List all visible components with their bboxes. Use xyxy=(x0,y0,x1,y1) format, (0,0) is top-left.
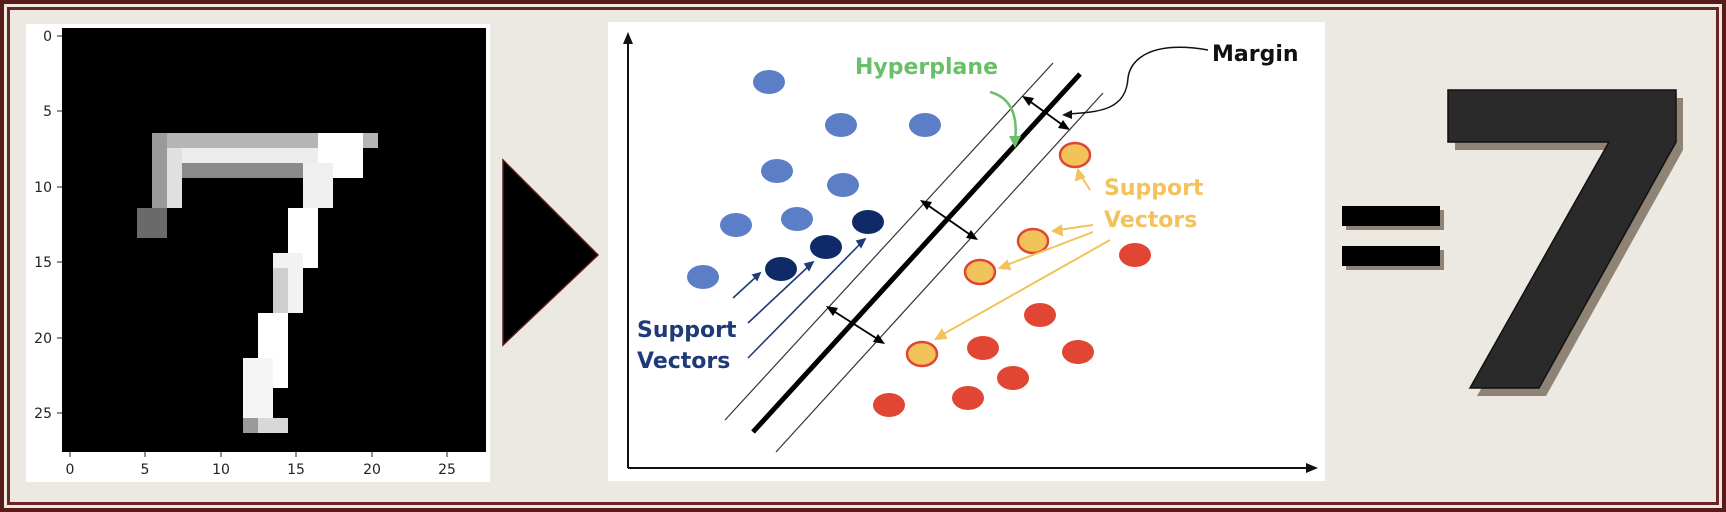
hyperplane-line xyxy=(751,72,1082,434)
left-support-pointer-arrows xyxy=(732,237,867,359)
result-digit-seven xyxy=(1447,89,1683,396)
class-a-point xyxy=(909,113,941,137)
y-tick-label: 20 xyxy=(34,331,52,347)
margin-boundary-lower xyxy=(775,92,1104,453)
class-b-point xyxy=(952,386,984,410)
class-a-support-vector xyxy=(765,257,797,281)
class-a-support-vector xyxy=(810,235,842,259)
hyperplane-pointer-arrowhead xyxy=(1009,136,1021,148)
support-vectors-left-label-line1: Support xyxy=(637,318,737,343)
support-vectors-right-label-line1: Support xyxy=(1104,176,1204,201)
svm-panel xyxy=(608,22,1325,481)
class-b-point xyxy=(967,336,999,360)
svm-axes xyxy=(623,32,1318,473)
digit-x-axis: 0 5 10 15 20 25 xyxy=(66,452,456,478)
class-b-point xyxy=(1024,303,1056,327)
margin-arrowheads xyxy=(826,96,1070,344)
play-triangle-icon xyxy=(502,158,600,347)
class-a-point xyxy=(827,173,859,197)
class-b-points xyxy=(873,141,1151,417)
y-tick-label: 25 xyxy=(34,406,52,422)
class-b-point xyxy=(1119,243,1151,267)
x-tick-label: 15 xyxy=(287,462,305,478)
digit-image-background xyxy=(62,28,486,452)
margin-pointer-curve xyxy=(1067,46,1209,115)
class-a-support-vector xyxy=(852,210,884,234)
margin-label: Margin xyxy=(1212,42,1299,67)
x-tick-label: 20 xyxy=(363,462,381,478)
class-b-point xyxy=(873,393,905,417)
digit-seven-pixels xyxy=(137,133,378,433)
hyperplane-label: Hyperplane xyxy=(855,55,998,80)
margin-pointer-arrowhead xyxy=(1062,110,1072,119)
support-vectors-left-label-line2: Vectors xyxy=(637,349,730,374)
class-b-support-vector xyxy=(963,258,997,286)
y-tick-label: 5 xyxy=(43,104,52,120)
class-a-point xyxy=(781,207,813,231)
class-a-point xyxy=(720,213,752,237)
hyperplane-pointer-arrow xyxy=(989,90,1017,143)
equals-sign-icon xyxy=(1342,206,1444,270)
class-a-point xyxy=(687,265,719,289)
y-tick-label: 15 xyxy=(34,255,52,271)
class-b-point xyxy=(997,366,1029,390)
x-tick-label: 0 xyxy=(66,462,75,478)
y-tick-label: 0 xyxy=(43,29,52,45)
y-tick-label: 10 xyxy=(34,180,52,196)
class-b-support-vector xyxy=(1016,227,1050,255)
right-support-pointer-arrows xyxy=(933,167,1111,341)
class-b-support-vector xyxy=(1058,141,1092,169)
margin-arrows xyxy=(831,99,1065,341)
margin-boundary-upper xyxy=(724,62,1054,421)
class-a-point xyxy=(753,70,785,94)
support-vectors-right-label-line2: Vectors xyxy=(1104,208,1197,233)
x-tick-label: 10 xyxy=(212,462,230,478)
x-tick-label: 5 xyxy=(141,462,150,478)
x-tick-label: 25 xyxy=(438,462,456,478)
digit-y-axis: 0 5 10 15 20 25 xyxy=(34,29,62,422)
class-a-points xyxy=(687,70,941,289)
class-a-point xyxy=(825,113,857,137)
class-b-point xyxy=(1062,340,1094,364)
class-a-point xyxy=(761,159,793,183)
class-b-support-vector xyxy=(905,340,939,368)
